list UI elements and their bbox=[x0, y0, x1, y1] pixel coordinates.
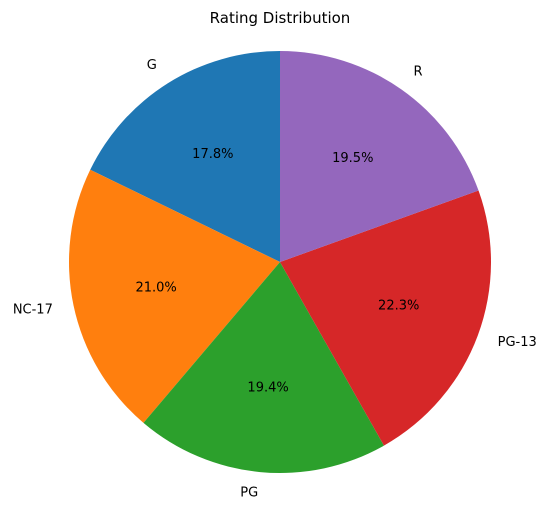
pie-slice-r bbox=[280, 51, 479, 262]
chart-title: Rating Distribution bbox=[210, 9, 351, 27]
pie-labels: G 17.8% NC-17 21.0% PG 19.4% PG-13 22.3% R 19.5% bbox=[13, 58, 537, 501]
slice-percent-g: 17.8% bbox=[192, 147, 233, 162]
slice-percent-pg: 19.4% bbox=[247, 381, 288, 396]
pie-slice-pg-13 bbox=[280, 190, 491, 446]
pie-slice-pg bbox=[143, 262, 384, 473]
pie-slice-nc-17 bbox=[68, 169, 280, 423]
slice-label-pg: PG bbox=[240, 486, 258, 501]
pie-slice-g bbox=[90, 51, 280, 262]
slice-percent-pg-13: 22.3% bbox=[378, 299, 419, 314]
slice-percent-r: 19.5% bbox=[332, 151, 373, 166]
slice-label-nc-17: NC-17 bbox=[13, 302, 53, 317]
slice-label-pg-13: PG-13 bbox=[498, 335, 537, 350]
slice-label-g: G bbox=[147, 58, 157, 73]
slice-percent-nc-17: 21.0% bbox=[135, 281, 176, 296]
pie-slices bbox=[68, 51, 491, 473]
slice-label-r: R bbox=[413, 65, 422, 80]
